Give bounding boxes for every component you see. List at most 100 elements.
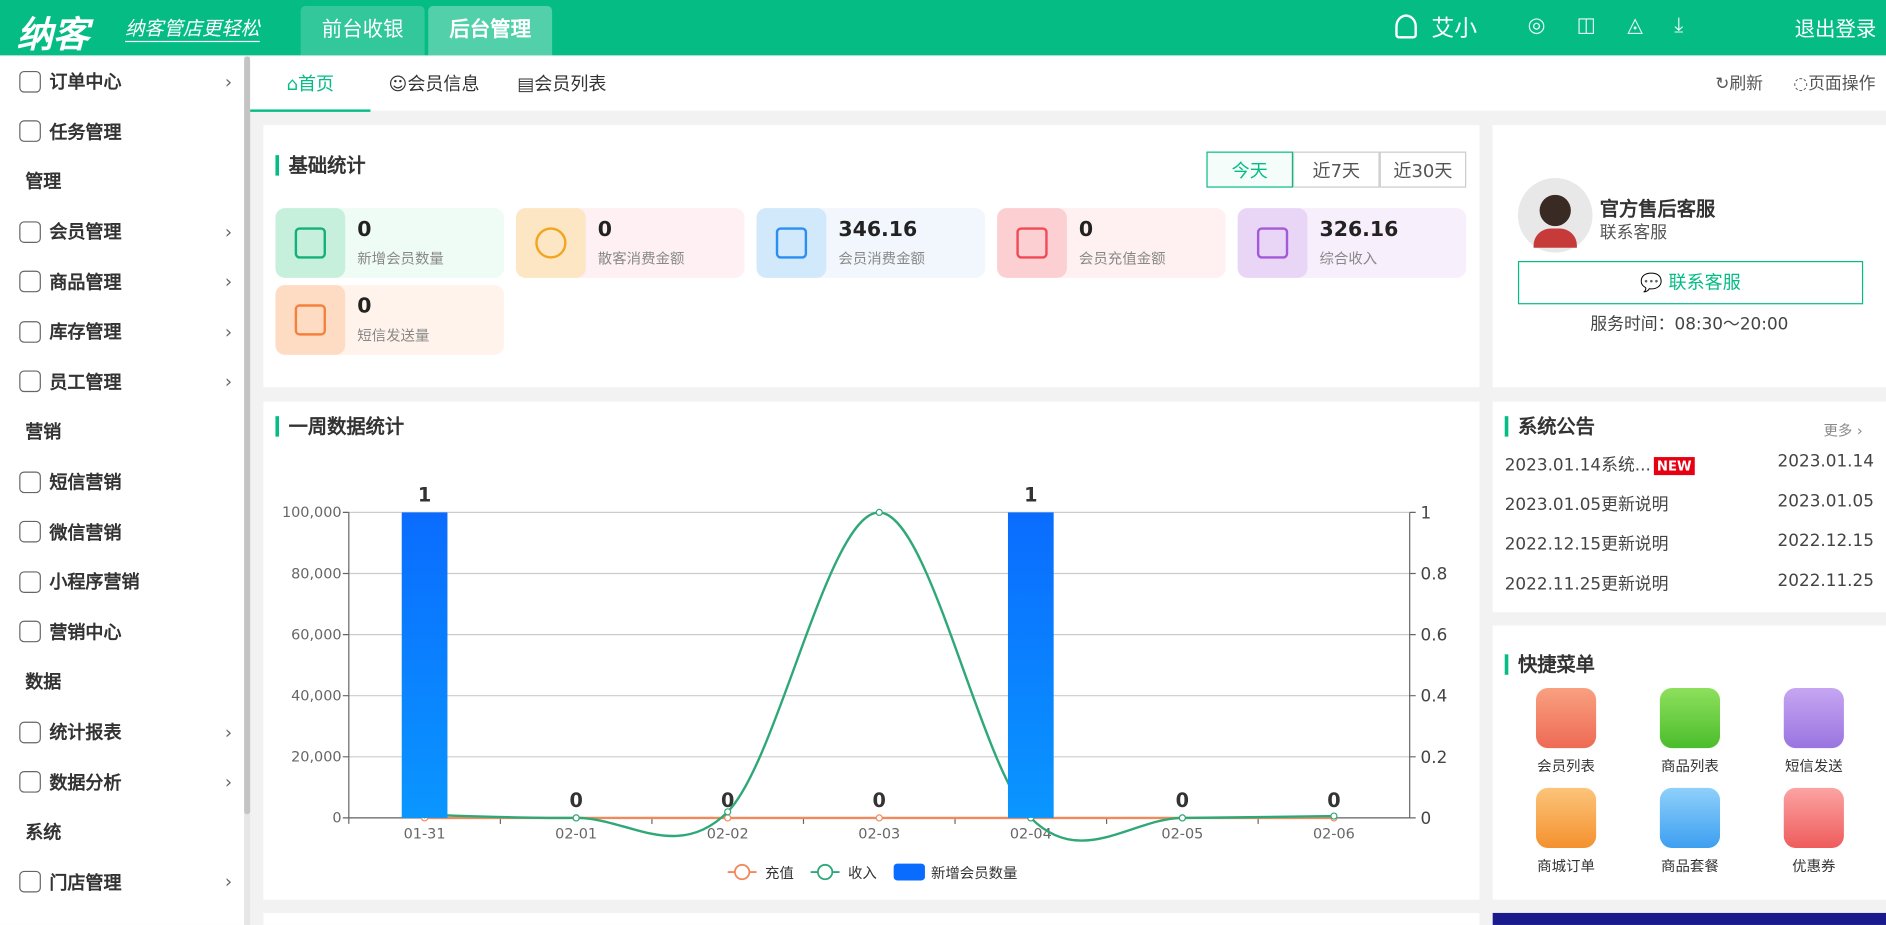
menu-icon <box>19 771 41 793</box>
more-link[interactable]: 更多 › <box>1823 422 1863 440</box>
legend-swatch <box>817 863 834 881</box>
quick-item[interactable]: 商品列表 <box>1648 688 1732 776</box>
quick-label: 会员列表 <box>1537 757 1595 775</box>
user-icon <box>1395 14 1417 39</box>
menu-label: 任务管理 <box>49 121 122 144</box>
contact-button[interactable]: 💬 联系客服 <box>1517 261 1864 305</box>
notice-item[interactable]: 2022.11.25更新说明 2022.11.25 <box>1505 571 1874 595</box>
menu-item[interactable]: 订单中心 › <box>0 57 244 107</box>
legend-label: 充值 <box>765 865 794 882</box>
user-name[interactable]: 艾小 <box>1431 15 1478 43</box>
page-ops[interactable]: ◌页面操作 <box>1793 74 1876 94</box>
menu-group: 营销 <box>25 421 62 444</box>
menu-item[interactable]: 商品管理 › <box>0 257 244 307</box>
chart-card: 一周数据统计 0 20,000 40,000 60,000 80,000 100,000 0… <box>263 401 1480 900</box>
quick-item[interactable]: 短信发送 <box>1772 688 1856 776</box>
tab[interactable]: ⌂首页 <box>250 57 371 112</box>
quick-label: 优惠券 <box>1792 857 1836 875</box>
logout[interactable]: 退出登录 <box>1794 18 1877 43</box>
tab-label: 会员信息 <box>407 73 480 96</box>
legend-label: 新增会员数量 <box>931 865 1018 882</box>
range-button[interactable]: 近30天 <box>1379 151 1467 188</box>
menu-arrow: › <box>224 320 233 343</box>
menu-icon <box>19 70 41 93</box>
quick-item[interactable]: 商品套餐 <box>1648 787 1732 876</box>
menu-label: 统计报表 <box>49 721 122 744</box>
menu-item[interactable]: 小程序营销 <box>0 557 244 607</box>
sidebar: 订单中心 › 任务管理 管理 会员管理 › 商品管理 › 库存管理 › 员工管理 › 营销 短信营销 微信营… <box>0 56 245 925</box>
menu-icon <box>19 220 41 243</box>
tool-icons[interactable]: ◎◫◬⤓ <box>1527 13 1715 38</box>
refresh-label: 刷新 <box>1729 74 1763 94</box>
menu-item[interactable]: 会员管理 › <box>0 207 244 257</box>
menu-item[interactable]: 门店管理 › <box>0 857 244 907</box>
menu-item[interactable]: 库存管理 › <box>0 307 244 357</box>
value-label: 0 <box>873 789 886 812</box>
icon-shape <box>294 304 326 336</box>
menu-arrow: › <box>224 70 233 93</box>
nav-tab[interactable]: 前台收银 <box>300 6 425 56</box>
menu-group: 数据 <box>25 671 62 694</box>
header: 纳客 纳客管店更轻松 前台收银 后台管理 艾小 ◎◫◬⤓ 退出登录 <box>0 0 1886 57</box>
stat-card: 0 新增会员数量 <box>275 208 504 278</box>
point <box>875 508 883 517</box>
stat-label: 短信发送量 <box>357 327 430 345</box>
legend-swatch <box>893 863 925 881</box>
y-tick-label: 80,000 <box>291 566 341 582</box>
menu-label: 会员管理 <box>49 221 122 244</box>
card-title: 快捷菜单 <box>1504 654 1595 675</box>
menu-item[interactable]: 营销中心 <box>0 607 244 657</box>
tab[interactable]: ☺会员信息 <box>389 57 480 110</box>
tab-label: 首页 <box>297 73 335 96</box>
menu-arrow: › <box>224 771 233 793</box>
menu-item[interactable]: 任务管理 <box>0 107 244 157</box>
service-role: 联系客服 <box>1599 223 1668 243</box>
quick-menu-card: 快捷菜单 会员列表 商品列表 短信发送商城订单 商品套餐 优惠券 <box>1492 625 1886 900</box>
menu-item[interactable]: 微信营销 <box>0 507 244 557</box>
y-tick-label: 100,000 <box>282 505 342 521</box>
bar <box>401 512 448 818</box>
stat-label: 散客消费金额 <box>597 250 685 268</box>
menu-label: 营销中心 <box>49 621 122 644</box>
menu-item[interactable]: 统计报表 › <box>0 707 244 757</box>
menu-item[interactable]: 员工管理 › <box>0 357 244 407</box>
icon-shape <box>1016 227 1048 259</box>
notice-date: 2023.01.05 <box>1777 491 1874 512</box>
stat-card: 0 散客消费金额 <box>516 208 745 278</box>
menu-label: 短信营销 <box>49 471 122 494</box>
point <box>572 814 580 822</box>
menu-arrow: › <box>224 270 233 293</box>
y-tick-label: 20,000 <box>291 750 341 766</box>
tab-label: ⌂ <box>286 73 298 96</box>
menu-item[interactable]: 数据分析 › <box>0 757 244 807</box>
quick-item[interactable]: 会员列表 <box>1524 688 1608 776</box>
card <box>263 912 1480 925</box>
x-tick-label: 01-31 <box>404 826 446 842</box>
quick-item[interactable]: 优惠券 <box>1772 787 1856 876</box>
slogan: 纳客管店更轻松 <box>125 12 260 43</box>
range-button[interactable]: 今天 <box>1206 151 1294 188</box>
menu-item[interactable]: 短信营销 <box>0 457 244 507</box>
notice-date: 2023.01.14 <box>1777 452 1874 472</box>
banner <box>1492 912 1886 925</box>
quick-item[interactable]: 商城订单 <box>1524 787 1608 876</box>
tab[interactable]: ▤会员列表 <box>517 57 606 110</box>
refresh[interactable]: ↻刷新 <box>1715 74 1763 94</box>
chart: 0 20,000 40,000 60,000 80,000 100,000 0 0.2 0.4 0… <box>282 484 1448 882</box>
y2-tick-label: 0.6 <box>1421 625 1448 645</box>
notice-item[interactable]: 2023.01.05更新说明 2023.01.05 <box>1505 492 1874 516</box>
icon-shape <box>1256 227 1289 259</box>
stat-value: 0 <box>1078 217 1094 242</box>
menu-icon <box>19 721 41 743</box>
menu-label: 订单中心 <box>49 71 122 93</box>
y2-tick-label: 0.2 <box>1421 747 1448 767</box>
nav-tab[interactable]: 后台管理 <box>428 6 553 56</box>
range-button[interactable]: 近7天 <box>1293 151 1380 188</box>
menu-icon <box>19 621 41 643</box>
stat-value: 0 <box>597 217 613 242</box>
notice-item[interactable]: 2023.01.14系统... NEW 2023.01.14 <box>1505 452 1874 476</box>
notice-item[interactable]: 2022.12.15更新说明 2022.12.15 <box>1505 532 1874 556</box>
